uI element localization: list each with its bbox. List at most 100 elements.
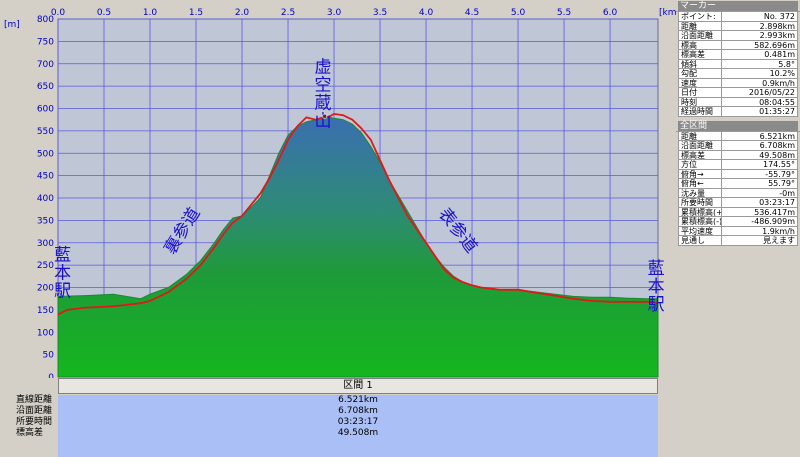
marker-value: 2.993km bbox=[722, 31, 798, 41]
y-tick-label: 400 bbox=[37, 194, 54, 204]
overall-key: 標高差 bbox=[678, 150, 722, 160]
x-tick-label: 0.0 bbox=[51, 8, 66, 18]
overall-value: 1.9km/h bbox=[722, 226, 798, 236]
x-tick-label: 5.0 bbox=[511, 8, 526, 18]
overall-value: -0m bbox=[722, 188, 798, 198]
overall-row: 俯角→ -55.79° bbox=[678, 169, 798, 179]
segment-summary-table: 直線距離 6.521km 沿面距離 6.708km 所要時間 03:23:17 標高差 49.… bbox=[0, 395, 676, 457]
y-tick-label: 500 bbox=[37, 149, 54, 159]
overall-value: 見えます bbox=[722, 236, 798, 246]
overall-value: 174.55° bbox=[722, 160, 798, 170]
marker-row: 勾配 10.2% bbox=[678, 69, 798, 79]
x-tick-label: 4.0 bbox=[419, 8, 434, 18]
summary-row: 沿面距離 6.708km bbox=[0, 406, 676, 417]
marker-row: 標高差 0.481m bbox=[678, 50, 798, 60]
marker-key: 標高 bbox=[678, 40, 722, 50]
marker-value: 08:04:55 bbox=[722, 97, 798, 107]
marker-key: 傾斜 bbox=[678, 59, 722, 69]
marker-row: 日付 2016/05/22 bbox=[678, 88, 798, 98]
marker-row: ポイント: No. 372 bbox=[678, 12, 798, 22]
marker-info-table: ポイント: No. 372 距離 2.898km 沿面距離 2.993km 標高 582.69… bbox=[676, 11, 800, 117]
marker-value: No. 372 bbox=[722, 12, 798, 22]
marker-key: 標高差 bbox=[678, 50, 722, 60]
overall-row: 平均速度 1.9km/h bbox=[678, 226, 798, 236]
y-tick-label: 750 bbox=[37, 37, 54, 47]
place-label-char: 空 bbox=[314, 76, 331, 96]
marker-row: 沿面距離 2.993km bbox=[678, 31, 798, 41]
x-tick-label: 2.5 bbox=[281, 8, 295, 18]
marker-row: 時刻 08:04:55 bbox=[678, 97, 798, 107]
place-label-char: 虚 bbox=[314, 58, 331, 78]
y-tick-label: 0 bbox=[48, 373, 54, 378]
overall-row: 距離 6.521km bbox=[678, 131, 798, 141]
marker-row: 傾斜 5.8° bbox=[678, 59, 798, 69]
x-tick-label: 4.5 bbox=[465, 8, 479, 18]
y-tick-label: 300 bbox=[37, 239, 54, 249]
y-tick-label: 350 bbox=[37, 216, 54, 226]
place-label-char: 山 bbox=[314, 112, 331, 132]
summary-label: 所要時間 bbox=[16, 417, 53, 427]
y-tick-label: 550 bbox=[37, 127, 54, 137]
summary-blank-area bbox=[58, 439, 658, 457]
overall-row: 累積標高(+) 536.417m bbox=[678, 207, 798, 217]
marker-key: ポイント: bbox=[678, 12, 722, 22]
place-label: 藍本駅 bbox=[648, 259, 665, 315]
x-tick-label: 6.0 bbox=[603, 8, 618, 18]
place-label: 藍本駅 bbox=[54, 246, 71, 302]
overall-value: 6.521km bbox=[722, 131, 798, 141]
overall-value: 55.79° bbox=[722, 179, 798, 189]
marker-value: 10.2% bbox=[722, 69, 798, 79]
overall-key: 距離 bbox=[678, 131, 722, 141]
marker-value: 0.481m bbox=[722, 50, 798, 60]
overall-key: 累積標高(+) bbox=[678, 207, 722, 217]
elevation-profile-chart[interactable]: 0 50 100 150 200 250 300 350 400 450 500 550 600 650 7… bbox=[0, 0, 676, 457]
summary-label: 沿面距離 bbox=[16, 406, 53, 416]
overall-row: 見通し 見えます bbox=[678, 236, 798, 246]
overall-row: 俯角← 55.79° bbox=[678, 179, 798, 189]
marker-value: 0.9km/h bbox=[722, 78, 798, 88]
marker-key: 経過時間 bbox=[678, 107, 722, 117]
summary-value: 6.521km bbox=[58, 395, 658, 406]
marker-row: 速度 0.9km/h bbox=[678, 78, 798, 88]
x-tick-label: 0.5 bbox=[97, 8, 111, 18]
place-label-char: 藍 bbox=[648, 259, 665, 279]
y-tick-label: 600 bbox=[37, 105, 54, 115]
summary-value: 49.508m bbox=[58, 428, 658, 439]
place-label-char: 本 bbox=[54, 264, 71, 284]
marker-row: 経過時間 01:35:27 bbox=[678, 107, 798, 117]
x-unit-label: [km] bbox=[659, 8, 676, 18]
place-label-char: 蔵 bbox=[314, 94, 331, 114]
summary-row: 所要時間 03:23:17 bbox=[0, 417, 676, 428]
y-unit-label: [m] bbox=[4, 20, 20, 30]
overall-row: 沈み量 -0m bbox=[678, 188, 798, 198]
marker-key: 勾配 bbox=[678, 69, 722, 79]
overall-value: 536.417m bbox=[722, 207, 798, 217]
marker-key: 距離 bbox=[678, 21, 722, 31]
marker-value: 2.898km bbox=[722, 21, 798, 31]
track-line bbox=[57, 112, 659, 316]
x-tick-label: 1.5 bbox=[189, 8, 203, 18]
place-label-char: 駅 bbox=[648, 295, 665, 315]
marker-value: 5.8° bbox=[722, 59, 798, 69]
marker-key: 沿面距離 bbox=[678, 31, 722, 41]
marker-key: 時刻 bbox=[678, 97, 722, 107]
overall-value: 03:23:17 bbox=[722, 198, 798, 208]
overall-value: 6.708km bbox=[722, 141, 798, 151]
summary-row: 標高差 49.508m bbox=[0, 428, 676, 439]
marker-key: 日付 bbox=[678, 88, 722, 98]
place-label-char: 藍 bbox=[54, 246, 71, 266]
x-tick-label: 3.0 bbox=[327, 8, 342, 18]
overall-value: -486.909m bbox=[722, 217, 798, 227]
x-tick-label: 3.5 bbox=[373, 8, 387, 18]
y-tick-label: 100 bbox=[37, 328, 54, 338]
summary-label: 標高差 bbox=[16, 428, 44, 438]
segment-header[interactable]: 区間 1 bbox=[58, 378, 658, 394]
overall-key: 累積標高(-) bbox=[678, 217, 722, 227]
overall-value: 49.508m bbox=[722, 150, 798, 160]
x-tick-label: 2.0 bbox=[235, 8, 250, 18]
marker-key: 速度 bbox=[678, 78, 722, 88]
summary-label: 直線距離 bbox=[16, 395, 53, 405]
overall-key: 平均速度 bbox=[678, 226, 722, 236]
profile-plot[interactable]: 0 50 100 150 200 250 300 350 400 450 500 550 600 650 7… bbox=[0, 0, 676, 378]
